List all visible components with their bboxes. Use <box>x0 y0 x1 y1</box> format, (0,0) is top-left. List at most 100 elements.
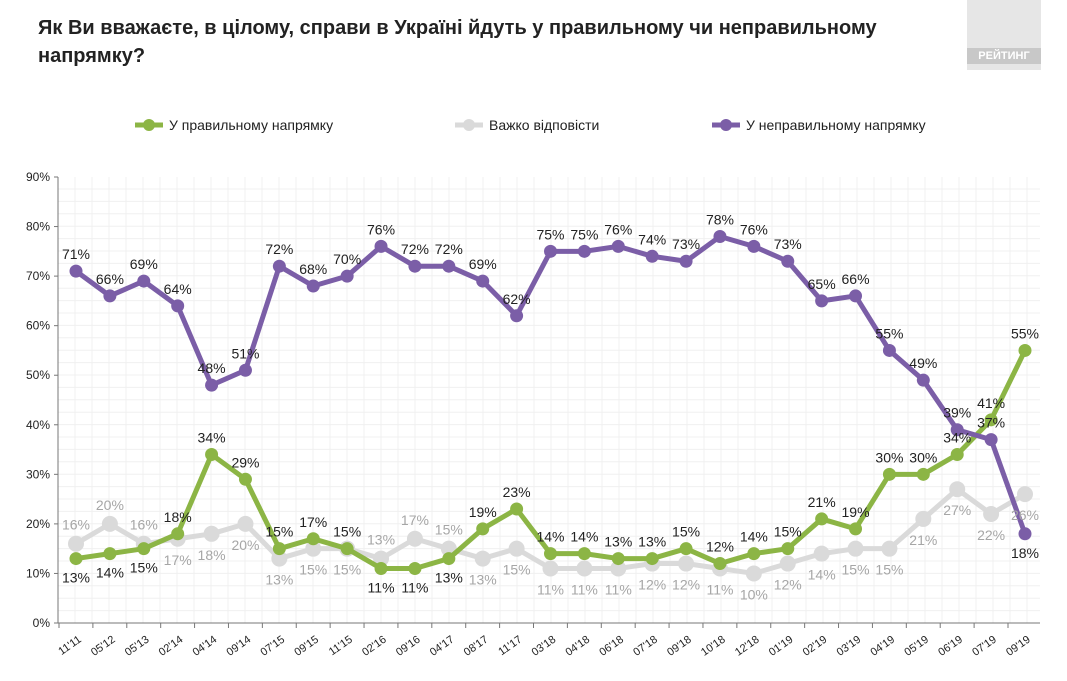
x-tick-label: 08'17 <box>462 634 491 659</box>
data-point <box>544 244 557 258</box>
data-point <box>271 550 288 567</box>
data-point <box>713 229 727 243</box>
data-label: 37% <box>977 415 1005 431</box>
x-tick-label: 05'12 <box>89 634 118 659</box>
data-label: 68% <box>299 261 327 277</box>
x-tick-label: 02'16 <box>360 634 389 659</box>
y-tick-label: 20% <box>26 517 50 531</box>
x-tick-label: 04'18 <box>563 634 592 659</box>
data-label: 14% <box>740 529 768 545</box>
y-tick-label: 90% <box>26 170 50 184</box>
data-label: 15% <box>875 562 903 578</box>
data-label: 19% <box>469 504 497 520</box>
y-tick-label: 80% <box>26 220 50 234</box>
data-point <box>1018 343 1032 357</box>
data-point <box>306 279 320 293</box>
data-label: 12% <box>706 539 734 555</box>
x-tick-label: 04'17 <box>428 634 457 659</box>
data-label: 78% <box>706 211 734 227</box>
x-tick-label: 05'13 <box>123 634 152 659</box>
data-label: 11% <box>571 581 598 597</box>
data-point <box>815 294 829 308</box>
data-label: 18% <box>1011 545 1039 561</box>
data-label: 27% <box>943 502 971 518</box>
data-point <box>373 550 390 567</box>
data-label: 12% <box>638 577 666 593</box>
data-label: 21% <box>808 494 836 510</box>
data-label: 66% <box>842 271 870 287</box>
x-tick-label: 09'18 <box>665 634 694 659</box>
x-tick-label: 06'19 <box>936 634 965 659</box>
data-label: 17% <box>401 512 429 528</box>
data-label: 13% <box>62 570 90 586</box>
data-point <box>171 299 185 313</box>
data-label: 76% <box>740 221 768 237</box>
data-point <box>645 249 659 263</box>
data-label: 39% <box>943 405 971 421</box>
data-point <box>679 542 693 556</box>
data-point <box>374 561 388 575</box>
data-label: 73% <box>672 236 700 252</box>
legend-marker <box>463 119 475 131</box>
data-point <box>340 542 354 556</box>
y-tick-label: 10% <box>26 566 50 580</box>
data-point <box>68 535 84 552</box>
data-label: 71% <box>62 246 90 262</box>
data-point <box>745 565 762 582</box>
data-label: 15% <box>842 562 870 578</box>
x-tick-label: 09'15 <box>292 634 321 659</box>
data-point <box>510 502 524 516</box>
data-label: 13% <box>265 572 293 588</box>
data-label: 30% <box>909 449 937 465</box>
data-point <box>238 472 252 486</box>
x-tick-label: 12'18 <box>733 634 762 659</box>
data-point <box>137 542 151 556</box>
data-point <box>137 274 151 288</box>
data-point <box>576 560 593 577</box>
data-label: 15% <box>333 524 361 540</box>
data-point <box>815 512 829 526</box>
data-label: 20% <box>96 497 124 513</box>
data-label: 11% <box>706 581 733 597</box>
data-point <box>103 289 117 303</box>
data-point <box>984 433 998 447</box>
data-label: 75% <box>570 226 598 242</box>
data-label: 16% <box>130 517 158 533</box>
data-label: 15% <box>672 524 700 540</box>
data-label: 29% <box>231 454 259 470</box>
y-tick-label: 50% <box>26 368 50 382</box>
legend-label: У неправильному напрямку <box>746 117 926 133</box>
logo-text: РЕЙТИНГ <box>967 48 1041 64</box>
data-point <box>915 510 932 527</box>
data-label: 19% <box>842 504 870 520</box>
data-point <box>374 239 388 253</box>
data-point <box>949 481 966 498</box>
x-tick-label: 09'14 <box>225 634 254 659</box>
data-point <box>340 269 354 283</box>
x-tick-label: 05'19 <box>902 634 931 659</box>
data-label: 72% <box>435 241 463 257</box>
data-point <box>406 530 423 547</box>
data-point <box>237 515 254 532</box>
data-point <box>69 552 83 566</box>
x-tick-label: 07'15 <box>258 634 287 659</box>
data-label: 69% <box>469 256 497 272</box>
x-tick-label: 02'19 <box>801 634 830 659</box>
data-point <box>1018 527 1032 541</box>
data-point <box>781 254 795 268</box>
data-point <box>881 540 898 557</box>
data-label: 20% <box>231 537 259 553</box>
data-label: 64% <box>164 281 192 297</box>
data-point <box>645 552 659 566</box>
data-point <box>476 522 490 536</box>
data-label: 15% <box>265 524 293 540</box>
data-point <box>103 547 117 561</box>
x-tick-label: 01'19 <box>767 634 796 659</box>
x-tick-label: 10'18 <box>699 634 728 659</box>
chart-title: Як Ви вважаєте, в цілому, справи в Украї… <box>38 17 877 67</box>
data-point <box>781 542 795 556</box>
data-label: 30% <box>875 449 903 465</box>
data-label: 14% <box>536 529 564 545</box>
y-tick-label: 0% <box>33 616 51 630</box>
